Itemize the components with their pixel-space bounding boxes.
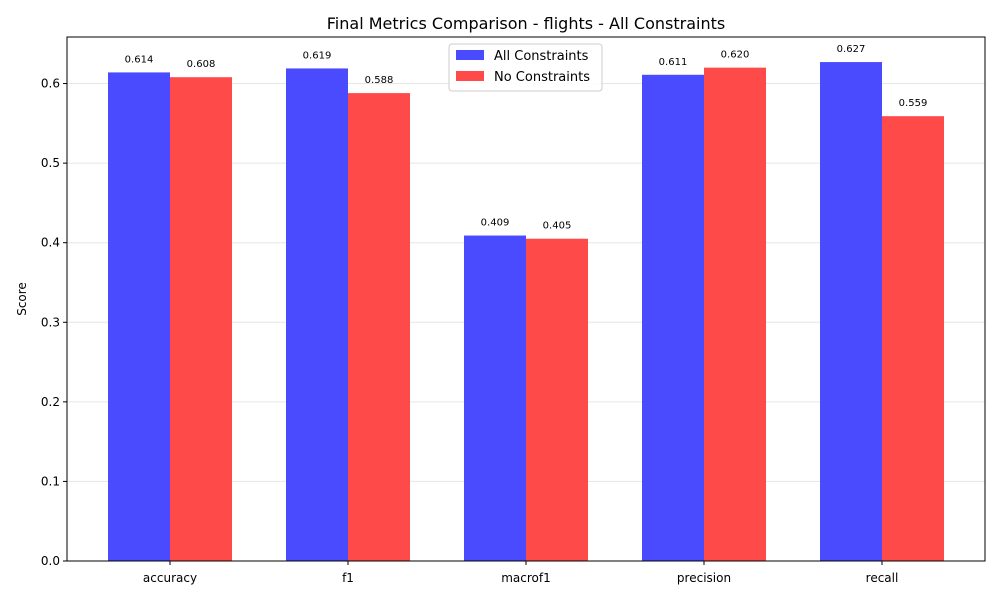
data-label-all-constraints-recall: 0.627 xyxy=(837,44,866,55)
bar-no-constraints-macrof1 xyxy=(526,238,588,561)
bar-all-constraints-accuracy xyxy=(108,72,170,562)
bar-all-constraints-precision xyxy=(642,74,704,561)
bar-no-constraints-recall xyxy=(882,116,944,562)
y-tick-label: 0.4 xyxy=(41,236,60,250)
y-tick-label: 0.2 xyxy=(41,395,60,409)
data-label-all-constraints-accuracy: 0.614 xyxy=(125,54,154,65)
data-label-all-constraints-macrof1: 0.409 xyxy=(481,218,510,229)
chart-title: Final Metrics Comparison - flights - All… xyxy=(327,14,725,33)
x-tick-label-f1: f1 xyxy=(342,571,354,585)
bar-no-constraints-f1 xyxy=(348,93,410,562)
x-tick-label-accuracy: accuracy xyxy=(143,571,197,585)
bars xyxy=(108,62,944,562)
data-labels: 0.614 0.619 0.409 0.611 0.627 0.608 0.588 0.405… xyxy=(125,44,928,232)
x-tick-label-precision: precision xyxy=(677,571,731,585)
data-label-no-constraints-f1: 0.588 xyxy=(365,75,394,86)
legend-label-all-constraints: All Constraints xyxy=(494,49,589,64)
legend-swatch-all-constraints xyxy=(456,50,484,60)
data-label-no-constraints-precision: 0.620 xyxy=(721,50,750,61)
x-tick-label-recall: recall xyxy=(866,571,899,585)
y-axis: 0.0 0.1 0.2 0.3 0.4 0.5 0.6 xyxy=(41,77,67,568)
data-label-no-constraints-macrof1: 0.405 xyxy=(543,221,572,232)
y-tick-label: 0.0 xyxy=(41,554,60,568)
bar-no-constraints-accuracy xyxy=(170,77,232,561)
data-label-all-constraints-f1: 0.619 xyxy=(303,50,332,61)
legend: All Constraints No Constraints xyxy=(448,43,603,92)
y-axis-label: Score xyxy=(15,282,29,316)
data-label-all-constraints-precision: 0.611 xyxy=(659,57,688,68)
data-label-no-constraints-recall: 0.559 xyxy=(899,98,928,109)
y-tick-label: 0.5 xyxy=(41,156,60,170)
y-tick-label: 0.3 xyxy=(41,315,60,329)
x-tick-label-macrof1: macrof1 xyxy=(501,571,551,585)
y-tick-label: 0.1 xyxy=(41,474,60,488)
bar-all-constraints-recall xyxy=(820,62,882,561)
legend-label-no-constraints: No Constraints xyxy=(494,70,590,85)
y-tick-label: 0.6 xyxy=(41,77,60,91)
legend-box xyxy=(448,43,603,92)
bar-no-constraints-precision xyxy=(704,67,766,561)
bar-all-constraints-macrof1 xyxy=(464,235,526,561)
x-axis: accuracy f1 macrof1 precision recall xyxy=(143,561,898,585)
bar-all-constraints-f1 xyxy=(286,68,348,562)
legend-swatch-no-constraints xyxy=(456,71,484,81)
data-label-no-constraints-accuracy: 0.608 xyxy=(187,59,216,70)
